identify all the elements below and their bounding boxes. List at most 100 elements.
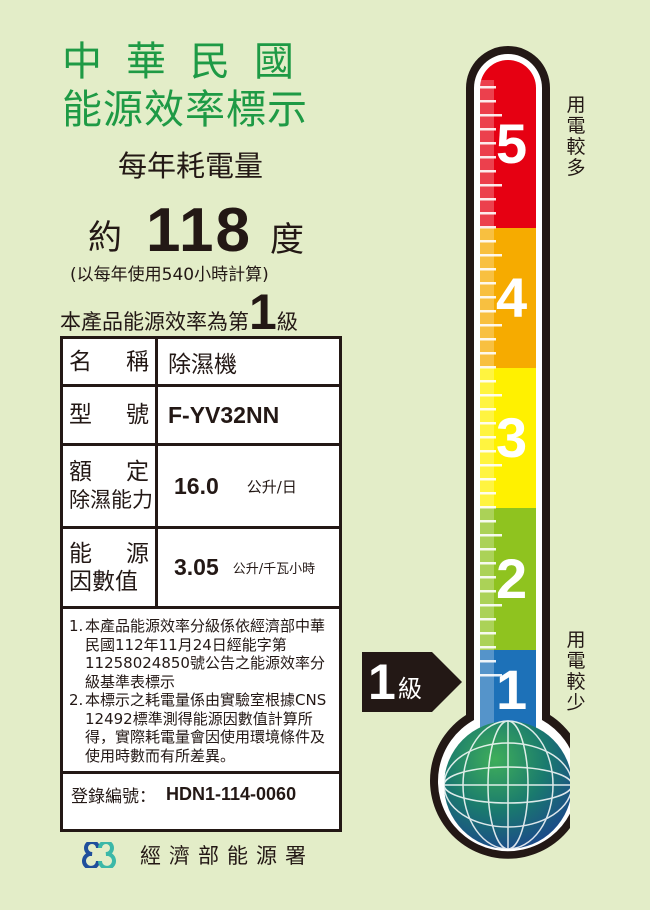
label: 額 xyxy=(69,459,92,485)
model-number: F-YV32NN xyxy=(168,401,280,428)
globe-grid xyxy=(443,720,570,850)
scale-tick xyxy=(480,478,496,481)
scale-tick xyxy=(480,674,502,677)
consumption-unit: 度 xyxy=(270,220,304,260)
less-usage-caption: 用電較少 xyxy=(566,629,586,714)
grade-suffix: 級 xyxy=(276,310,298,334)
product-name: 除濕機 xyxy=(168,351,237,378)
row-energy-factor: 能 源因數值 3.05 公升/千瓦小時 xyxy=(63,529,339,609)
scale-tick xyxy=(480,450,496,453)
scale-tick xyxy=(480,170,496,173)
scale-tick xyxy=(480,520,496,523)
scale-tick xyxy=(480,324,502,327)
scale-tick xyxy=(480,548,496,551)
consumption-value: 118 xyxy=(146,196,253,265)
scale-tick xyxy=(480,506,496,509)
registration-label: 登錄編號： xyxy=(71,787,156,807)
spec-table: 名 稱 除濕機 型 號 F-YV32NN 額 定除濕能力 16.0 公升/日 能 源因數值… xyxy=(60,336,342,832)
scale-tick xyxy=(480,142,496,145)
grade-number: 1 xyxy=(249,284,277,340)
energy-factor-unit: 公升/千瓦小時 xyxy=(232,562,316,577)
segment-highlight xyxy=(480,508,494,650)
level-3-segment xyxy=(480,368,536,508)
notes: 1. 本產品能源效率分級係依經濟部中華民國112年11月24日經能字第112580… xyxy=(63,609,339,774)
label: 源 xyxy=(126,540,149,567)
scale-tick xyxy=(480,408,496,411)
row-capacity: 額 定除濕能力 16.0 公升/日 xyxy=(63,446,339,529)
scale-tick xyxy=(480,226,496,229)
annual-consumption-label: 每年耗電量 xyxy=(118,149,264,183)
grade-prefix: 本產品能源效率為第 xyxy=(60,310,249,334)
scale-tick xyxy=(480,128,496,131)
scale-tick xyxy=(480,394,502,397)
title-line1: 中華民國 xyxy=(62,39,318,85)
title-line2: 能源效率標示 xyxy=(62,87,308,133)
row-name: 名 稱 除濕機 xyxy=(63,339,339,387)
scale-tick xyxy=(480,646,496,649)
scale-tick xyxy=(480,436,496,439)
scale-tick xyxy=(480,282,496,285)
scale-tick xyxy=(480,338,496,341)
current-grade: 1 xyxy=(368,654,396,710)
scale-tick xyxy=(480,366,496,369)
capacity-value: 16.0 xyxy=(174,472,219,499)
segment-highlight xyxy=(480,650,494,730)
scale-tick xyxy=(480,464,502,467)
label: 能 xyxy=(69,540,92,567)
approx-prefix: 約 xyxy=(88,218,122,258)
level-5-label: 5 xyxy=(496,112,528,175)
scale-tick xyxy=(480,660,496,663)
current-grade-suffix: 級 xyxy=(398,675,422,703)
level-1-segment xyxy=(480,650,536,730)
level-4-label: 4 xyxy=(496,266,528,329)
level-1-label: 1 xyxy=(496,658,528,721)
scale-tick xyxy=(480,254,502,257)
scale-tick xyxy=(480,352,496,355)
thermometer-graphic xyxy=(430,46,570,859)
scale-tick xyxy=(480,268,496,271)
scale-tick xyxy=(480,100,496,103)
label: 型 xyxy=(69,402,92,428)
scale-tick xyxy=(480,534,502,537)
grade-statement: 本產品能源效率為第1級 xyxy=(60,287,298,337)
scale-tick xyxy=(480,184,502,187)
label: 除濕能力 xyxy=(69,488,153,512)
label: 因數值 xyxy=(69,568,138,595)
more-usage-caption: 用電較多 xyxy=(566,94,586,179)
segment-highlight xyxy=(480,80,494,228)
scale-tick xyxy=(480,198,496,201)
label: 稱 xyxy=(126,348,149,375)
scale-tick xyxy=(480,156,496,159)
scale-tick xyxy=(480,422,496,425)
scale-tick xyxy=(480,310,496,313)
scale-tick xyxy=(480,618,496,621)
level-2-segment xyxy=(480,508,536,650)
label: 名 xyxy=(69,348,92,375)
scale-tick xyxy=(480,212,496,215)
label: 號 xyxy=(126,402,149,428)
agency-name: 經濟部能源署 xyxy=(140,844,314,868)
scale-tick xyxy=(480,380,496,383)
capacity-unit: 公升/日 xyxy=(246,477,297,496)
scale-tick xyxy=(480,492,496,495)
note-2: 2. 本標示之耗電量係由實驗室根據CNS 12492標準測得能源因數值計算所得，實… xyxy=(69,691,327,765)
note-1: 1. 本產品能源效率分級係依經濟部中華民國112年11月24日經能字第112580… xyxy=(69,617,326,691)
scale-tick xyxy=(480,632,496,635)
energy-administration-logo-icon xyxy=(82,842,116,868)
scale-tick xyxy=(480,240,496,243)
scale-tick xyxy=(480,296,496,299)
registration-number: HDN1-114-0060 xyxy=(166,784,297,804)
level-4-segment xyxy=(480,228,536,368)
consumption-basis: (以每年使用540小時計算) xyxy=(70,265,269,285)
level-3-label: 3 xyxy=(496,406,528,469)
level-2-label: 2 xyxy=(496,547,528,610)
scale-tick xyxy=(480,562,496,565)
row-model: 型 號 F-YV32NN xyxy=(63,387,339,446)
label: 定 xyxy=(126,459,149,485)
scale-tick xyxy=(480,576,496,579)
scale-tick xyxy=(480,604,502,607)
footer: 經濟部能源署 xyxy=(82,840,314,870)
energy-factor-value: 3.05 xyxy=(174,554,219,580)
scale-tick xyxy=(480,114,502,117)
scale-tick xyxy=(480,86,496,89)
